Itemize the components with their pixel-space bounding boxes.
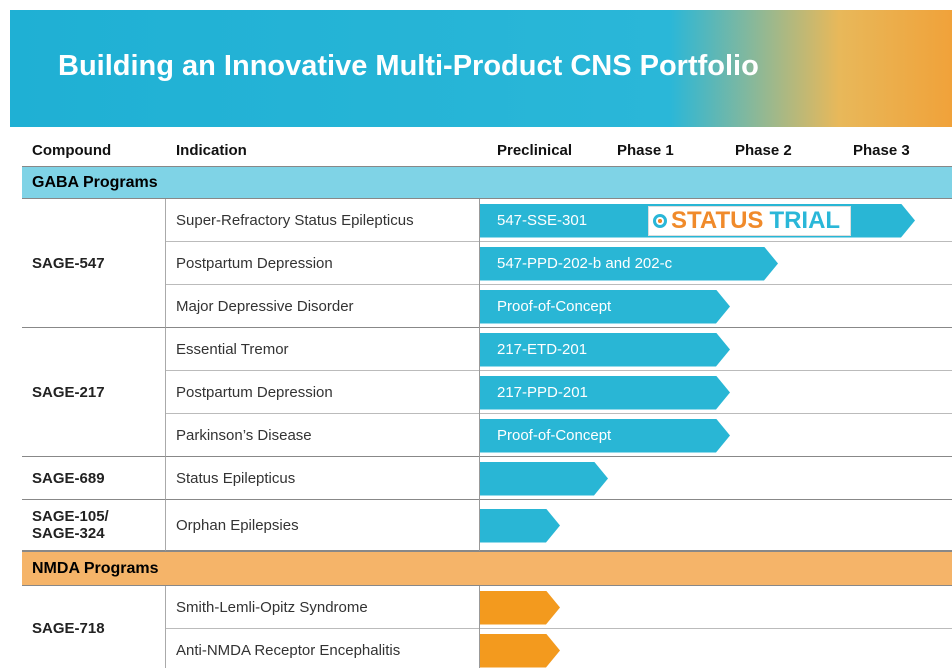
indication-row: Super-Refractory Status Epilepticus bbox=[166, 199, 952, 242]
compound-cell: SAGE-718 bbox=[22, 586, 166, 668]
divider bbox=[479, 199, 480, 242]
compound-cell: SAGE-547 bbox=[22, 199, 166, 328]
compound-name: SAGE-547 bbox=[32, 254, 105, 272]
arrow-label: 217-ETD-201 bbox=[497, 341, 588, 358]
indication-name: Postpartum Depression bbox=[176, 383, 333, 401]
indication-row: Postpartum Depression bbox=[166, 371, 952, 414]
indication-name: Major Depressive Disorder bbox=[176, 297, 354, 315]
divider bbox=[479, 586, 480, 629]
indication-row: Smith-Lemli-Opitz Syndrome bbox=[166, 586, 952, 629]
banner bbox=[10, 10, 952, 127]
indication-row: Major Depressive Disorder bbox=[166, 285, 952, 328]
indication-row: Status Epilepticus bbox=[166, 457, 952, 500]
logo-word: TRIAL bbox=[769, 206, 841, 234]
indication-name: Essential Tremor bbox=[176, 340, 289, 358]
divider bbox=[479, 371, 480, 414]
progress-arrow: 547-PPD-202-b and 202-c bbox=[480, 246, 778, 281]
progress-arrow bbox=[480, 633, 560, 668]
compound-cell: SAGE-105/SAGE-324 bbox=[22, 500, 166, 551]
column-header: Phase 2 bbox=[735, 142, 792, 159]
column-header: Compound bbox=[32, 142, 112, 159]
indication-name: Super-Refractory Status Epilepticus bbox=[176, 211, 414, 229]
divider bbox=[479, 457, 480, 500]
divider bbox=[479, 242, 480, 285]
logo-icon bbox=[653, 213, 667, 228]
indication-name: Anti-NMDA Receptor Encephalitis bbox=[176, 641, 401, 659]
divider bbox=[479, 328, 480, 371]
indication-name: Parkinson’s Disease bbox=[176, 426, 312, 444]
column-header: Phase 3 bbox=[853, 142, 910, 159]
arrow-label: 217-PPD-201 bbox=[497, 384, 588, 401]
progress-arrow bbox=[480, 590, 560, 625]
compound-name: SAGE-105/ bbox=[32, 508, 109, 525]
indication-row: Parkinson’s Disease bbox=[166, 414, 952, 457]
compound-name: SAGE-217 bbox=[32, 383, 105, 401]
indication-name: Orphan Epilepsies bbox=[176, 516, 299, 534]
divider bbox=[479, 629, 480, 668]
column-header: Preclinical bbox=[497, 142, 573, 159]
divider bbox=[479, 414, 480, 457]
compound-name: SAGE-718 bbox=[32, 620, 105, 637]
arrow-label: 547-SSE-301 bbox=[497, 212, 588, 229]
group-header: NMDA Programs bbox=[22, 551, 952, 586]
progress-arrow bbox=[480, 508, 560, 543]
progress-arrow: 217-PPD-201 bbox=[480, 375, 730, 410]
column-header: Phase 1 bbox=[617, 142, 674, 159]
indication-row: Orphan Epilepsies bbox=[166, 500, 952, 551]
indication-row: Postpartum Depression bbox=[166, 242, 952, 285]
compound-cell: SAGE-217 bbox=[22, 328, 166, 457]
progress-arrow: 217-ETD-201 bbox=[480, 332, 730, 367]
arrow-label: Proof-of-Concept bbox=[497, 427, 612, 444]
arrow-label: Proof-of-Concept bbox=[497, 298, 612, 315]
divider bbox=[479, 285, 480, 328]
column-header: Indication bbox=[176, 142, 247, 159]
progress-arrow bbox=[480, 461, 608, 496]
title: Building an Innovative Multi-Product CNS… bbox=[58, 50, 759, 82]
indication-name: Smith-Lemli-Opitz Syndrome bbox=[176, 598, 368, 616]
indication-name: Postpartum Depression bbox=[176, 254, 333, 272]
indication-row: Anti-NMDA Receptor Encephalitis bbox=[166, 629, 952, 668]
progress-arrow: Proof-of-Concept bbox=[480, 418, 730, 453]
status-trial-logo: STATUS TRIAL bbox=[648, 205, 852, 236]
divider bbox=[479, 500, 480, 551]
progress-arrow: Proof-of-Concept bbox=[480, 289, 730, 324]
compound-name: SAGE-324 bbox=[32, 525, 105, 542]
indication-name: Status Epilepticus bbox=[176, 469, 296, 487]
group-header: GABA Programs bbox=[22, 166, 952, 199]
indication-row: Essential Tremor bbox=[166, 328, 952, 371]
compound-cell: SAGE-689 bbox=[22, 457, 166, 500]
arrow-label: 547-PPD-202-b and 202-c bbox=[497, 255, 673, 272]
compound-name: SAGE-689 bbox=[32, 469, 105, 487]
logo-word: STATUS bbox=[671, 206, 764, 234]
